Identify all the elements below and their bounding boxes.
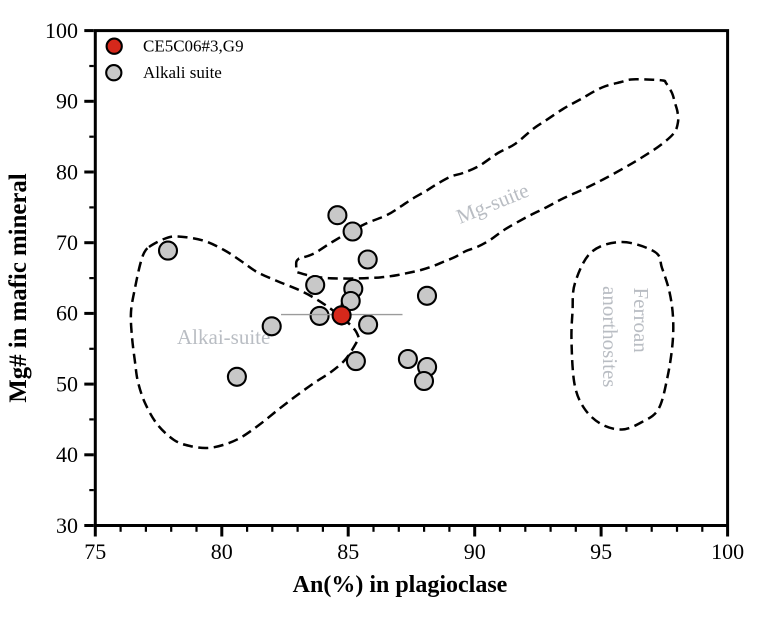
svg-text:An(%) in plagioclase: An(%) in plagioclase — [293, 572, 508, 598]
svg-text:Alkali suite: Alkali suite — [143, 63, 222, 82]
svg-text:85: 85 — [337, 539, 359, 564]
svg-text:80: 80 — [56, 159, 78, 184]
svg-text:30: 30 — [56, 513, 78, 538]
svg-text:75: 75 — [84, 539, 106, 564]
svg-text:80: 80 — [211, 539, 233, 564]
svg-text:60: 60 — [56, 301, 78, 326]
svg-text:anorthosites: anorthosites — [598, 286, 622, 387]
svg-text:Mg# in mafic mineral: Mg# in mafic mineral — [5, 173, 32, 402]
svg-text:CE5C06#3,G9: CE5C06#3,G9 — [143, 37, 244, 56]
svg-text:100: 100 — [45, 18, 78, 43]
svg-text:95: 95 — [590, 539, 612, 564]
svg-text:Ferroan: Ferroan — [629, 288, 653, 354]
svg-text:40: 40 — [56, 442, 78, 467]
svg-text:100: 100 — [711, 539, 744, 564]
svg-text:90: 90 — [464, 539, 486, 564]
svg-text:70: 70 — [56, 230, 78, 255]
svg-text:90: 90 — [56, 89, 78, 114]
svg-text:Alkai-suite: Alkai-suite — [177, 325, 270, 349]
svg-text:50: 50 — [56, 371, 78, 396]
